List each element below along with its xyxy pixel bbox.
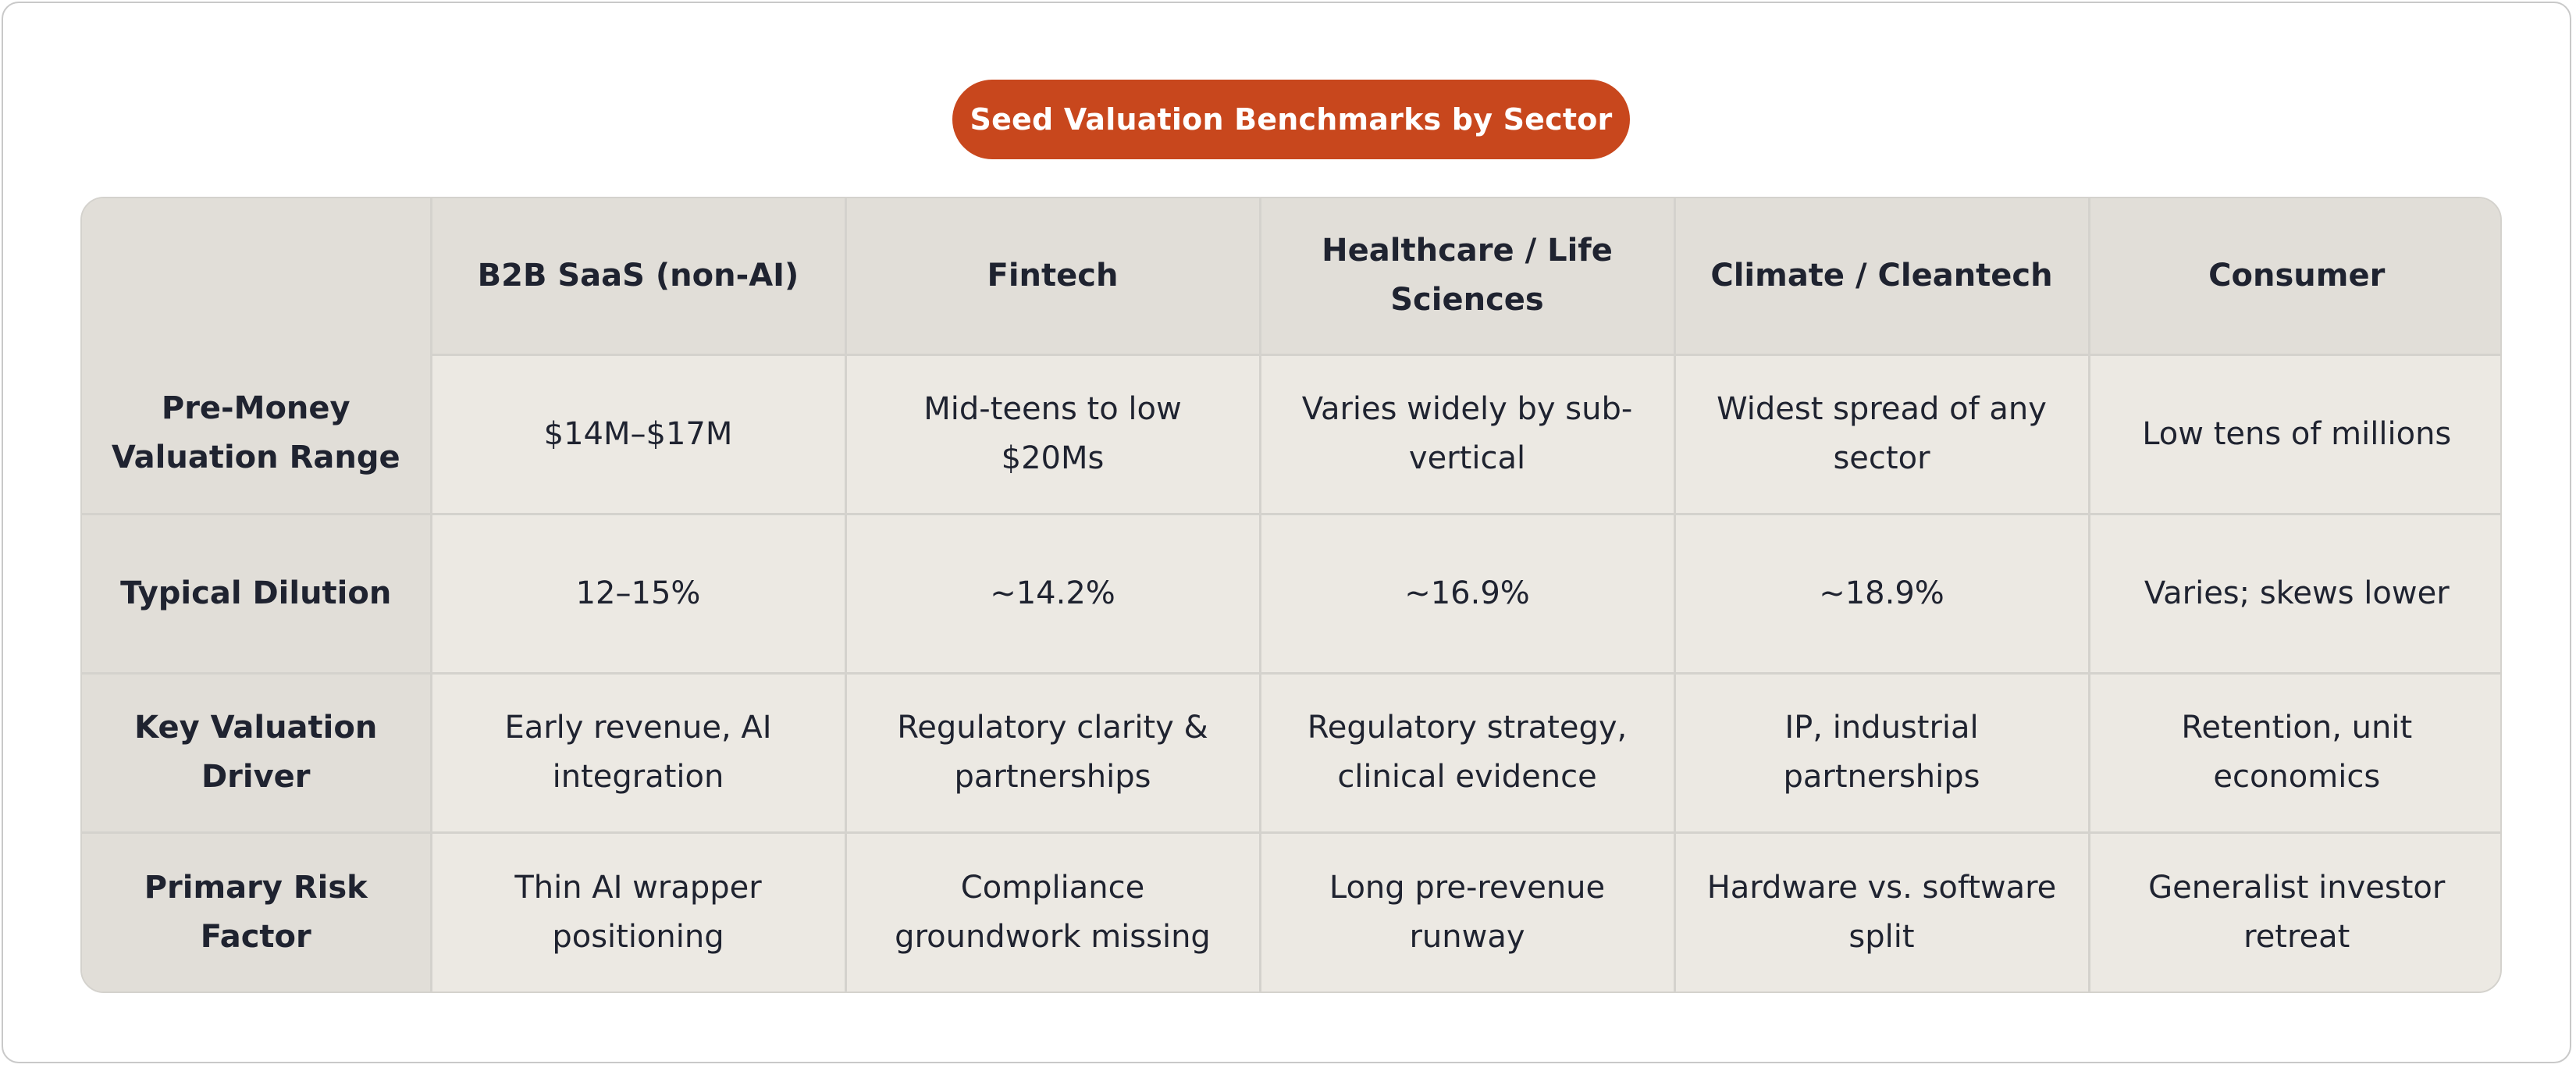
table-cell: ~14.2% [844,512,1261,675]
column-header-healthcare: Healthcare / Life Sciences [1258,198,1676,354]
table-cell: ~18.9% [1673,512,2090,675]
table-cell: Low tens of millions [2087,353,2500,515]
row-label-dilution: Typical Dilution [82,512,432,675]
table-cell: Early revenue, AI integration [429,671,847,834]
table-cell: Regulatory clarity & partnerships [844,671,1261,834]
column-header-b2b-saas: B2B SaaS (non-AI) [429,198,847,354]
table-cell: Hardware vs. software split [1673,831,2090,991]
table-cell: Varies widely by sub-vertical [1258,353,1676,515]
table-row: Primary Risk Factor Thin AI wrapper posi… [82,831,2500,991]
table-cell: Long pre-revenue runway [1258,831,1676,991]
column-header-climate: Climate / Cleantech [1673,198,2090,354]
table-header-row: B2B SaaS (non-AI) Fintech Healthcare / L… [82,198,2500,354]
row-label-pre-money: Pre-Money Valuation Range [82,354,432,515]
table-cell: Widest spread of any sector [1673,353,2090,515]
column-header-fintech: Fintech [844,198,1261,354]
table-cell: Compliance groundwork missing [844,831,1261,991]
table-cell: Retention, unit economics [2087,671,2500,834]
table-cell: ~16.9% [1258,512,1676,675]
table-row: Typical Dilution 12–15% ~14.2% ~16.9% ~1… [82,512,2500,675]
table-row: Key Valuation Driver Early revenue, AI i… [82,671,2500,834]
table-cell: IP, industrial partnerships [1673,671,2090,834]
table-cell: Generalist investor retreat [2087,831,2500,991]
table-cell: Thin AI wrapper positioning [429,831,847,991]
table-cell: Regulatory strategy, clinical evidence [1258,671,1676,834]
table-cell: Varies; skews lower [2087,512,2500,675]
page-title: Seed Valuation Benchmarks by Sector [952,80,1630,159]
benchmark-table-grid: B2B SaaS (non-AI) Fintech Healthcare / L… [82,198,2500,991]
table-row: Pre-Money Valuation Range $14M–$17M Mid-… [82,353,2500,515]
table-cell: $14M–$17M [429,353,847,515]
table-cell: 12–15% [429,512,847,675]
row-label-risk-factor: Primary Risk Factor [82,831,432,991]
table-cell: Mid-teens to low $20Ms [844,353,1261,515]
column-header-consumer: Consumer [2087,198,2500,354]
row-label-valuation-driver: Key Valuation Driver [82,671,432,834]
table-corner-cell [82,198,432,354]
benchmark-table: B2B SaaS (non-AI) Fintech Healthcare / L… [80,197,2502,993]
